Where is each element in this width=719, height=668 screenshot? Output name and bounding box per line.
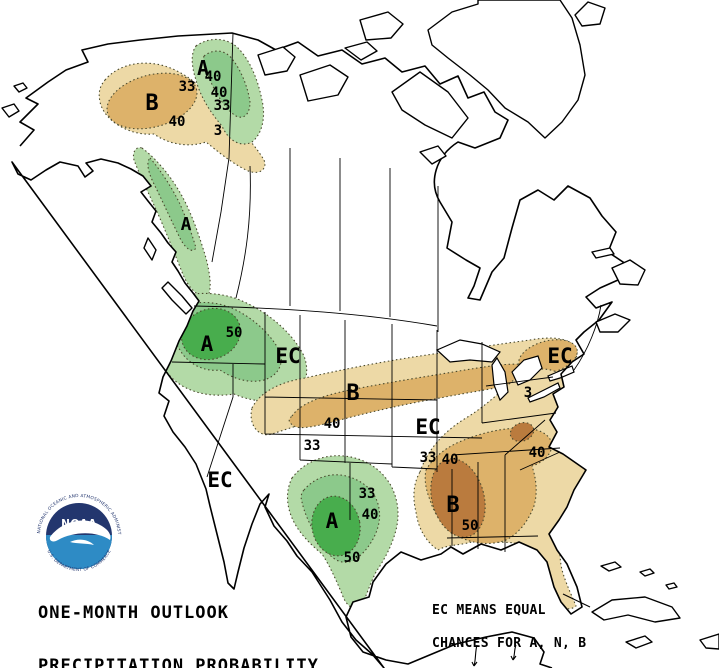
region-letter-northeast-ec: EC	[547, 344, 572, 368]
region-texas-above	[286, 455, 399, 609]
island-victoria	[299, 64, 349, 102]
lake-huron	[511, 355, 543, 386]
lake-superior	[435, 339, 501, 363]
contour-value-southeast-below: 33	[420, 450, 437, 466]
region-letter-central-below: B	[346, 381, 359, 406]
legend-leader-lines	[471, 593, 591, 667]
legend-leader-line	[562, 593, 591, 608]
region-bc-coast-above	[132, 147, 211, 297]
contour-value-southeast-below: 3	[524, 385, 532, 401]
contour-value-alaska-below: 40	[169, 114, 186, 130]
lake-erie	[527, 382, 561, 403]
north-america-coastline	[11, 32, 627, 668]
lake-michigan	[491, 356, 509, 402]
great-lakes	[435, 339, 575, 403]
contour-value-texas-above: 40	[362, 507, 379, 523]
bahamas-island-1	[600, 561, 622, 572]
vancouver-island	[161, 281, 193, 315]
noaa-logo-bird-icon	[49, 520, 111, 542]
jamaica	[625, 635, 653, 649]
noaa-acronym-text: NOAA	[61, 518, 97, 530]
newfoundland	[611, 259, 646, 286]
islands	[1, 0, 719, 650]
legend-line-1: EC MEANS EQUAL	[432, 603, 546, 618]
contour-value-texas-above: 50	[344, 550, 361, 566]
island-arctic-small	[574, 1, 606, 27]
region-letter-west-ec: EC	[275, 344, 300, 368]
hispaniola-edge	[699, 633, 719, 650]
contour-value-alaska-above: 40	[211, 85, 228, 101]
contour-value-alaska-below: 3	[214, 123, 222, 139]
greenland	[427, 0, 586, 139]
region-letter-pnw-above: A	[201, 332, 214, 356]
legend-leader-arrow-1	[471, 644, 478, 667]
title-line-2: PRECIPITATION PROBABILITY	[38, 655, 319, 668]
bahamas-island-2	[639, 568, 655, 577]
island-southampton	[419, 145, 447, 165]
legend-leader-arrow-2	[510, 644, 517, 661]
bering-island-1	[1, 103, 20, 118]
contour-value-alaska-above: 40	[205, 69, 222, 85]
island-ellesmere	[359, 11, 404, 41]
probability-shading-layer	[98, 38, 589, 610]
legend-line-2: CHANCES FOR A, N, B	[432, 636, 587, 651]
contour-value-central-below: 40	[324, 416, 341, 432]
region-alaska-below	[98, 62, 266, 173]
anticosti-island	[591, 247, 615, 259]
island-banks	[257, 46, 296, 76]
noaa-logo-bird-wing	[70, 539, 94, 545]
contour-value-texas-above: 33	[359, 486, 376, 502]
title-block: ONE-MONTH OUTLOOK PRECIPITATION PROBABIL…	[38, 570, 319, 668]
contour-value-southeast-below: 50	[462, 518, 479, 534]
contour-value-southeast-below: 40	[529, 445, 546, 461]
contour-value-central-below: 33	[304, 438, 321, 454]
legend-block: EC MEANS EQUAL CHANCES FOR A, N, B A MEA…	[432, 583, 586, 668]
region-letter-southeast-below: B	[446, 493, 459, 518]
cuba	[591, 596, 681, 623]
region-southeast-below	[413, 368, 589, 610]
haida-gwaii	[143, 237, 157, 261]
title-line-1: ONE-MONTH OUTLOOK	[38, 603, 229, 623]
region-letter-southwest-ec: EC	[207, 468, 232, 492]
region-pnw-above	[153, 292, 308, 402]
region-letter-alaska-above: A	[197, 56, 209, 80]
region-letter-midwest-ec: EC	[415, 415, 440, 439]
region-letter-alaska-below: B	[145, 91, 158, 116]
island-devon	[344, 41, 378, 61]
contour-value-alaska-below: 33	[179, 79, 196, 95]
region-letter-texas-above: A	[326, 509, 339, 533]
contour-value-pnw-above: 50	[226, 325, 243, 341]
bering-island-2	[13, 82, 28, 93]
bahamas-island-3	[665, 582, 678, 590]
political-borders	[171, 32, 602, 552]
contour-value-southeast-below: 40	[442, 452, 459, 468]
nova-scotia	[595, 313, 631, 333]
region-alaska-above	[191, 38, 265, 145]
island-baffin	[391, 71, 469, 139]
contour-value-alaska-above: 33	[214, 98, 231, 114]
region-letter-bc-coast-above: A	[181, 214, 192, 235]
